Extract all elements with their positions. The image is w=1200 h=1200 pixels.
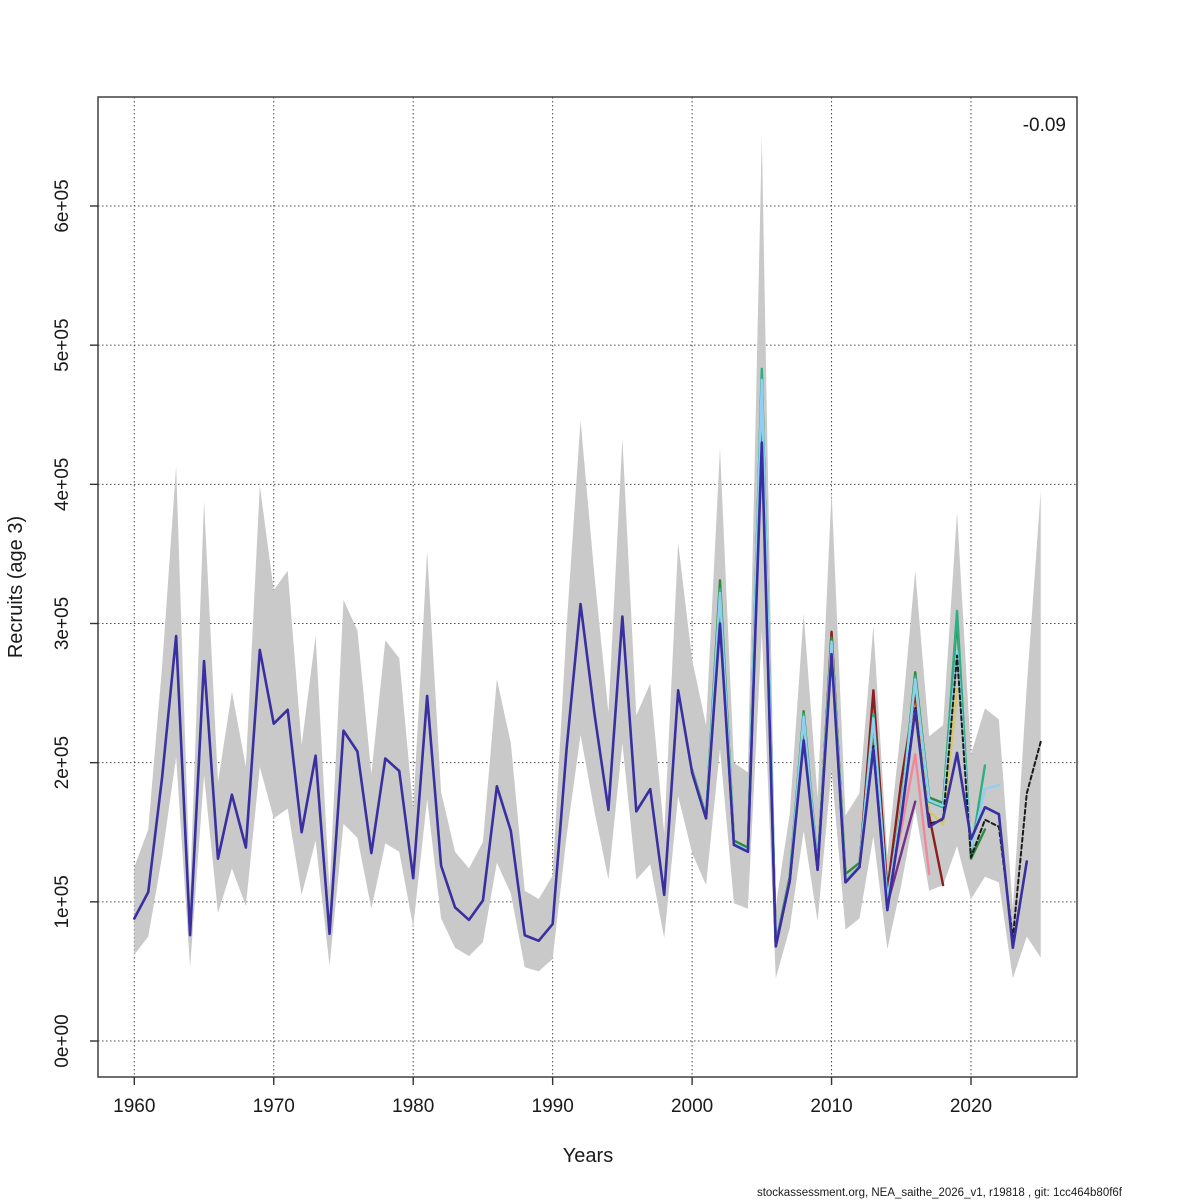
tick-label-y-0e+00: 0e+00 xyxy=(52,1014,73,1067)
tick-label-y-5e+05: 5e+05 xyxy=(52,318,73,371)
tick-label-y-4e+05: 4e+05 xyxy=(52,458,73,511)
tick-label-x-2000: 2000 xyxy=(671,1096,713,1117)
confidence-band xyxy=(134,136,1041,979)
confidence-band xyxy=(134,136,1041,979)
tick-label-y-1e+05: 1e+05 xyxy=(52,875,73,928)
tick-label-y-3e+05: 3e+05 xyxy=(52,597,73,650)
tick-label-x-1970: 1970 xyxy=(253,1096,295,1117)
y-axis-title: Recruits (age 3) xyxy=(5,516,27,658)
footer-citation: stockassessment.org, NEA_saithe_2026_v1,… xyxy=(757,1187,1123,1199)
tick-label-x-1990: 1990 xyxy=(532,1096,574,1117)
x-axis-title: Years xyxy=(563,1145,613,1167)
mohn-rho-value: -0.09 xyxy=(1023,115,1066,136)
tick-label-x-1960: 1960 xyxy=(113,1096,155,1117)
tick-label-y-2e+05: 2e+05 xyxy=(52,736,73,789)
tick-label-x-2010: 2010 xyxy=(810,1096,852,1117)
tick-label-y-6e+05: 6e+05 xyxy=(52,179,73,232)
tick-label-x-2020: 2020 xyxy=(950,1096,992,1117)
series-lines xyxy=(133,367,1042,950)
plot-frame xyxy=(97,96,1078,1078)
tick-label-x-1980: 1980 xyxy=(392,1096,434,1117)
series-final-run-blue xyxy=(133,441,1029,950)
axis-ticks: 1960 1970 1980 1990 2000 2010 2020 0e+00 1e+05 2e… xyxy=(52,179,992,1117)
frame-rect xyxy=(97,96,1078,1078)
